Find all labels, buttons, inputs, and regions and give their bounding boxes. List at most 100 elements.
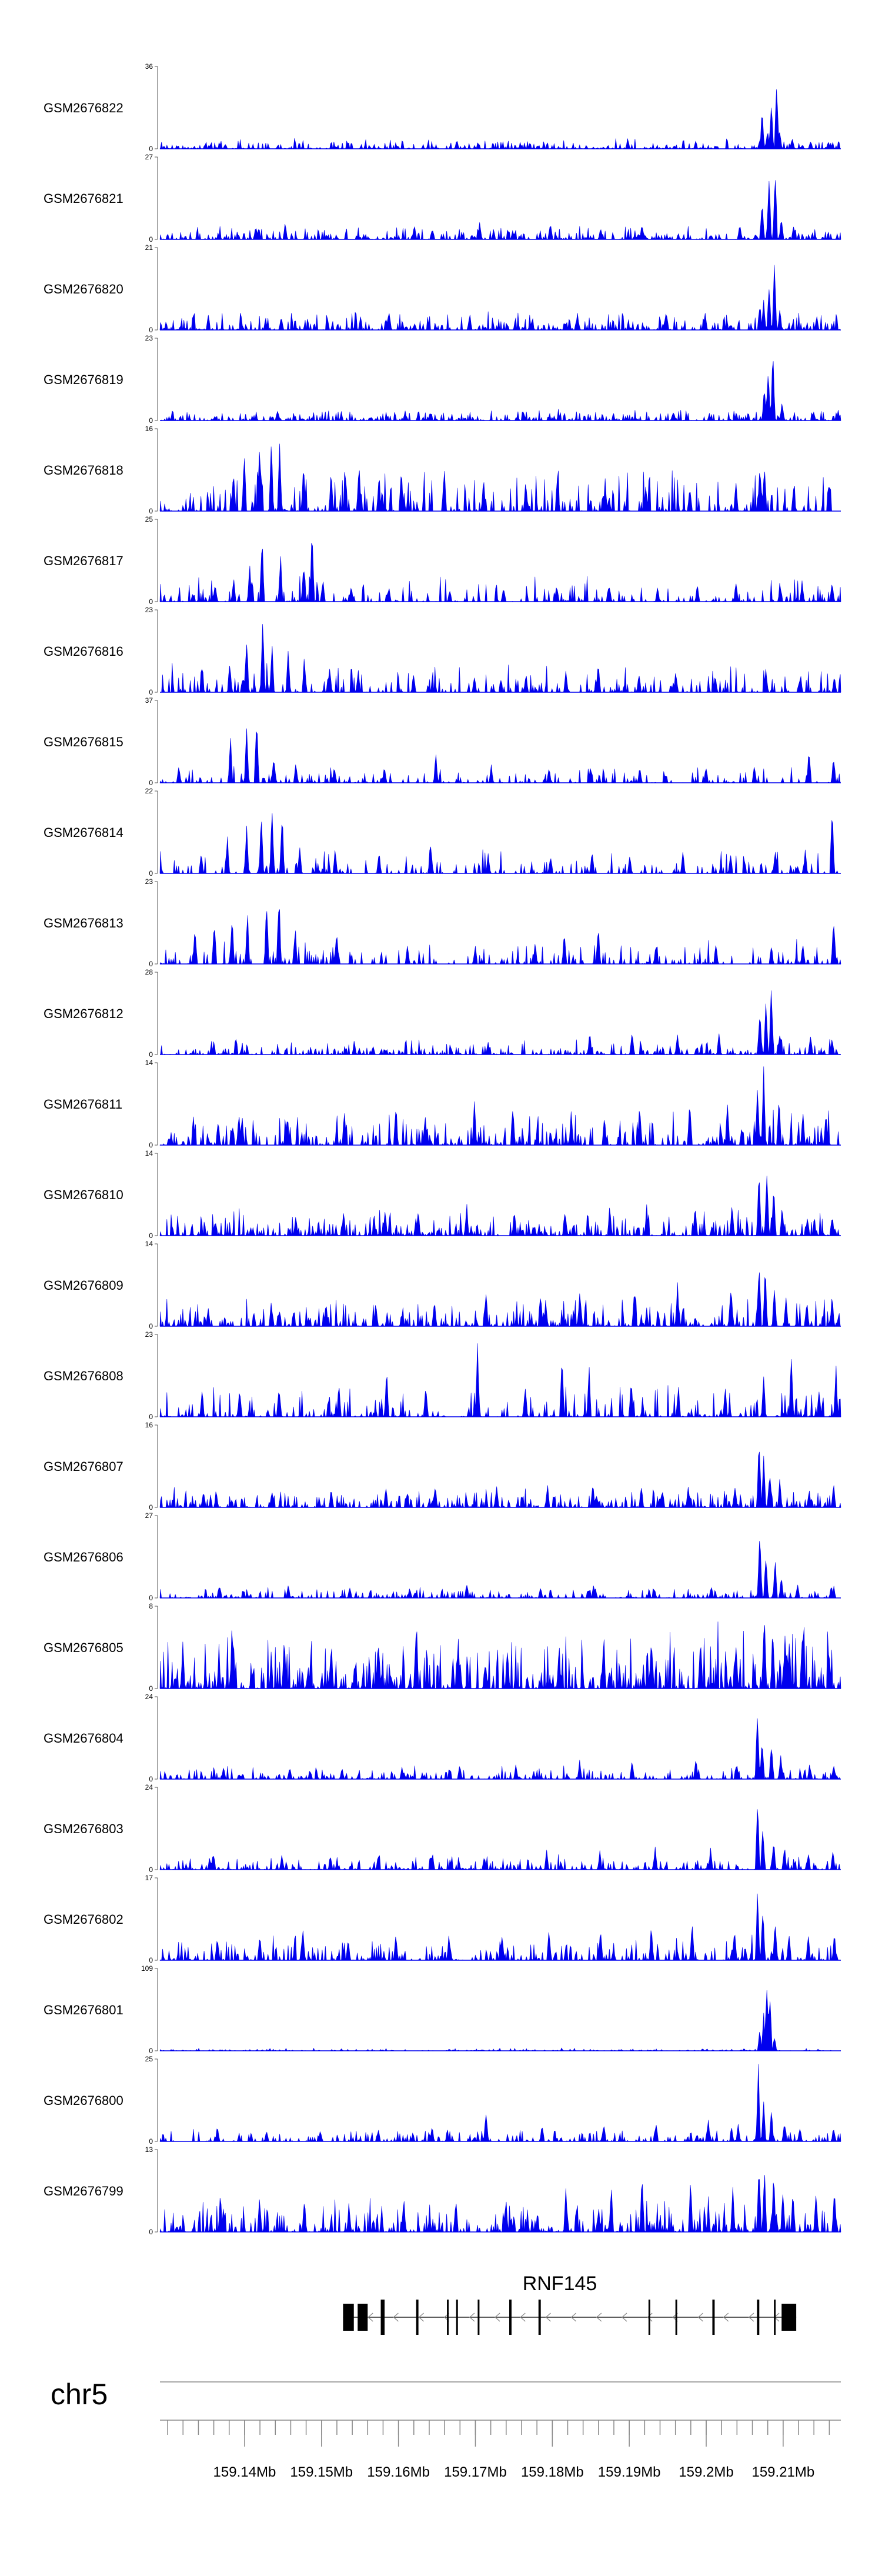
- exon: [538, 2300, 541, 2335]
- y-tick-label-max: 36: [145, 62, 153, 71]
- chromosome-label: chr5: [51, 2378, 108, 2411]
- strand-arrow: [596, 2313, 602, 2322]
- y-tick-label-max: 14: [145, 1240, 153, 1248]
- track-label: GSM2676815: [44, 735, 123, 749]
- exon: [343, 2304, 354, 2331]
- strand-arrow: [697, 2313, 703, 2322]
- track-label: GSM2676822: [44, 101, 123, 115]
- y-tick-label-zero: 0: [149, 1503, 153, 1511]
- y-tick-label-max: 16: [145, 425, 153, 433]
- track-GSM2676802: GSM2676802 17 0: [44, 1874, 841, 1964]
- y-tick-label-max: 27: [145, 1511, 153, 1520]
- exon: [648, 2300, 650, 2335]
- track-label: GSM2676821: [44, 191, 123, 206]
- y-tick-label-zero: 0: [149, 1684, 153, 1693]
- y-tick-label-zero: 0: [149, 507, 153, 515]
- signal-area: [159, 909, 841, 965]
- strand-arrow: [469, 2313, 475, 2322]
- signal-area: [159, 624, 841, 693]
- y-tick-label-max: 27: [145, 153, 153, 161]
- signal-area: [159, 813, 841, 875]
- signal-area: [159, 1541, 841, 1599]
- track-GSM2676818: GSM2676818 16 0: [44, 425, 841, 515]
- y-tick-label-zero: 0: [149, 1141, 153, 1149]
- signal-area: [159, 1066, 841, 1146]
- strand-arrow: [723, 2313, 729, 2322]
- y-tick-label-zero: 0: [149, 1322, 153, 1330]
- strand-arrow: [393, 2313, 399, 2322]
- y-tick-label-zero: 0: [149, 1866, 153, 1874]
- track-GSM2676811: GSM2676811 14 0: [44, 1059, 841, 1149]
- y-tick-label-max: 24: [145, 1783, 153, 1791]
- signal-area: [159, 1990, 841, 2051]
- y-tick-label-max: 109: [141, 1964, 153, 1973]
- exon: [757, 2300, 760, 2335]
- track-label: GSM2676809: [44, 1278, 123, 1293]
- track-GSM2676799: GSM2676799 13 0: [44, 2145, 841, 2236]
- track-label: GSM2676806: [44, 1550, 123, 1564]
- y-tick-label-zero: 0: [149, 235, 153, 243]
- y-tick-label-max: 14: [145, 1059, 153, 1067]
- y-tick-label-max: 28: [145, 968, 153, 976]
- signal-area: [159, 728, 841, 784]
- y-tick-label-zero: 0: [149, 416, 153, 425]
- strand-arrow: [570, 2313, 577, 2322]
- track-GSM2676822: GSM2676822 36 0: [44, 62, 841, 153]
- y-tick-label-zero: 0: [149, 1956, 153, 1964]
- signal-area: [159, 443, 841, 512]
- track-label: GSM2676818: [44, 463, 123, 478]
- exon: [509, 2300, 512, 2335]
- strand-arrow: [748, 2313, 754, 2322]
- signal-area: [159, 180, 841, 241]
- signal-area: [159, 2064, 841, 2143]
- exon: [675, 2300, 677, 2335]
- track-label: GSM2676800: [44, 2093, 123, 2108]
- axis-tick-label: 159.21Mb: [751, 2464, 814, 2480]
- track-label: GSM2676799: [44, 2184, 123, 2198]
- y-tick-label-zero: 0: [149, 869, 153, 877]
- axis-tick-label: 159.16Mb: [367, 2464, 430, 2480]
- y-tick-label-zero: 0: [149, 779, 153, 787]
- y-tick-label-zero: 0: [149, 1775, 153, 1783]
- track-label: GSM2676810: [44, 1187, 123, 1202]
- track-label: GSM2676816: [44, 644, 123, 659]
- signal-area: [159, 1343, 841, 1418]
- y-tick-label-zero: 0: [149, 1594, 153, 1602]
- signal-area: [159, 543, 841, 603]
- track-GSM2676807: GSM2676807 16 0: [44, 1421, 841, 1511]
- track-GSM2676816: GSM2676816 23 0: [44, 606, 841, 696]
- track-GSM2676812: GSM2676812 28 0: [44, 968, 841, 1059]
- y-tick-label-zero: 0: [149, 1413, 153, 1421]
- exon: [358, 2304, 368, 2331]
- y-tick-label-zero: 0: [149, 688, 153, 696]
- y-tick-label-max: 25: [145, 515, 153, 523]
- exon: [416, 2300, 419, 2335]
- track-label: GSM2676805: [44, 1640, 123, 1655]
- y-tick-label-max: 13: [145, 2145, 153, 2154]
- signal-area: [159, 2175, 841, 2233]
- track-GSM2676819: GSM2676819 23 0: [44, 334, 841, 425]
- track-GSM2676813: GSM2676813 23 0: [44, 877, 841, 968]
- track-label: GSM2676803: [44, 1821, 123, 1836]
- y-tick-label-zero: 0: [149, 326, 153, 334]
- signal-area: [159, 1451, 841, 1509]
- track-GSM2676801: GSM2676801 109 0: [44, 1964, 841, 2055]
- gene-track: RNF145: [343, 2273, 797, 2335]
- strand-arrow: [647, 2313, 653, 2322]
- signal-tracks: GSM2676822360GSM2676821270GSM2676820210G…: [44, 62, 841, 2236]
- signal-area: [159, 89, 841, 150]
- y-tick-label-zero: 0: [149, 2047, 153, 2055]
- exon: [774, 2300, 776, 2335]
- y-tick-label-max: 17: [145, 1874, 153, 1882]
- y-tick-label-zero: 0: [149, 2137, 153, 2145]
- genome-axis: chr5 159.14Mb 159.15Mb 159.16Mb 159.17Mb 159.…: [51, 2378, 841, 2480]
- track-label: GSM2676819: [44, 372, 123, 387]
- axis-tick-label: 159.2Mb: [679, 2464, 733, 2480]
- strand-arrow: [368, 2313, 373, 2322]
- signal-area: [159, 1718, 841, 1780]
- track-label: GSM2676820: [44, 282, 123, 296]
- y-tick-label-max: 22: [145, 787, 153, 795]
- y-tick-label-max: 23: [145, 606, 153, 614]
- track-label: GSM2676804: [44, 1731, 123, 1746]
